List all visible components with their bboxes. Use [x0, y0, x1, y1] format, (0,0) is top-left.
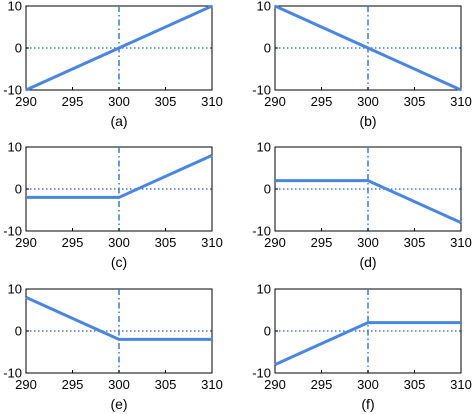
y-tick-label: 10: [8, 0, 22, 14]
x-tick-label: 290: [264, 235, 286, 250]
x-tick-label: 310: [201, 235, 223, 250]
series-line: [25, 296, 212, 341]
x-tick-label: 305: [155, 235, 177, 250]
x-tick-label: 300: [357, 94, 379, 109]
x-tick-label: 290: [15, 377, 37, 392]
series-line: [274, 4, 462, 92]
x-tick-label: 300: [357, 377, 379, 392]
x-tick-label: 305: [155, 94, 177, 109]
subplot-caption: (b): [359, 113, 376, 129]
x-tick-label: 310: [201, 94, 223, 109]
series-line: [274, 321, 461, 366]
x-tick-label: 305: [404, 377, 426, 392]
subplot-4: 290 295 300 305 310 -10 0 10 (d): [252, 140, 472, 271]
x-tick-label: 305: [155, 377, 177, 392]
y-tick-label: 10: [257, 0, 271, 14]
x-tick-label: 295: [62, 235, 84, 250]
x-tick-label: 295: [311, 94, 333, 109]
x-tick-label: 310: [450, 94, 472, 109]
x-tick-label: 295: [311, 235, 333, 250]
y-tick-label: 0: [264, 41, 271, 56]
series-line: [26, 154, 213, 199]
subplot-2: 290 295 300 305 310 -10 0 10 (b): [252, 0, 472, 129]
y-tick-label: 10: [8, 282, 22, 297]
subplot-caption: (e): [110, 396, 127, 412]
x-tick-label: 310: [201, 377, 223, 392]
y-tick-label: 0: [15, 182, 22, 197]
x-tick-label: 290: [264, 377, 286, 392]
subplot-6: 290 295 300 305 310 -10 0 10 (f): [252, 282, 472, 413]
y-tick-label: 0: [264, 182, 271, 197]
y-tick-label: -10: [3, 83, 22, 98]
y-tick-label: -10: [252, 224, 271, 239]
subplot-caption: (d): [359, 254, 376, 270]
x-tick-label: 305: [404, 235, 426, 250]
subplot-1: 290 295 300 305 310 -10 0 10 (a): [3, 0, 223, 129]
x-tick-label: 290: [15, 94, 37, 109]
y-tick-label: -10: [252, 366, 271, 381]
x-tick-label: 295: [62, 377, 84, 392]
x-tick-label: 290: [264, 94, 286, 109]
y-tick-label: 0: [264, 324, 271, 339]
x-tick-label: 295: [62, 94, 84, 109]
x-tick-label: 295: [311, 377, 333, 392]
x-tick-label: 300: [108, 235, 130, 250]
y-tick-label: 10: [257, 140, 271, 155]
x-tick-label: 300: [108, 377, 130, 392]
y-tick-label: 10: [257, 282, 271, 297]
subplot-5: 290 295 300 305 310 -10 0 10 (e): [3, 282, 223, 413]
x-tick-label: 300: [108, 94, 130, 109]
y-tick-label: -10: [3, 366, 22, 381]
subplot-caption: (c): [111, 254, 127, 270]
y-tick-label: 0: [15, 41, 22, 56]
subplot-3: 290 295 300 305 310 -10 0 10 (c): [3, 140, 223, 271]
y-tick-label: 10: [8, 140, 22, 155]
subplot-caption: (a): [110, 113, 127, 129]
x-tick-label: 300: [357, 235, 379, 250]
y-tick-label: -10: [252, 83, 271, 98]
subplot-caption: (f): [361, 396, 374, 412]
y-tick-label: 0: [15, 324, 22, 339]
x-tick-label: 305: [404, 94, 426, 109]
x-tick-label: 290: [15, 235, 37, 250]
x-tick-label: 310: [450, 235, 472, 250]
series-line: [275, 179, 462, 224]
y-tick-label: -10: [3, 224, 22, 239]
series-line: [25, 4, 213, 92]
x-tick-label: 310: [450, 377, 472, 392]
